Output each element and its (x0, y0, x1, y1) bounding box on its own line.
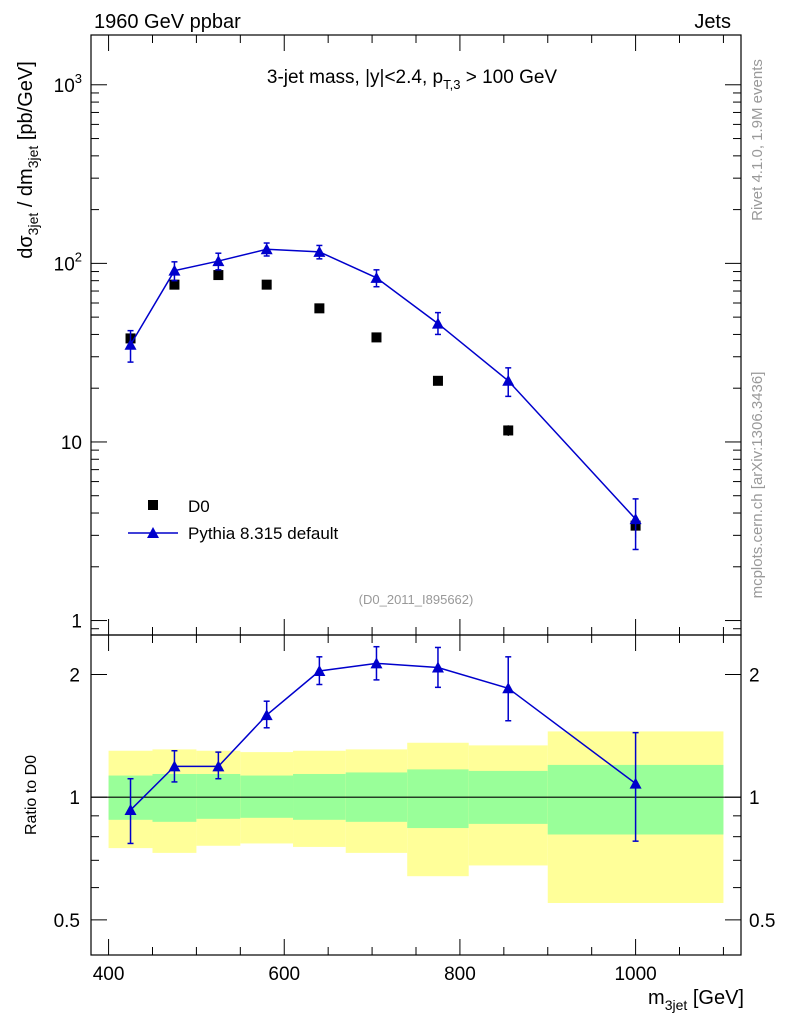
d0-point (213, 270, 224, 281)
x-tick-label: 600 (268, 964, 300, 985)
ratio-y-tick-label: 0.5 (54, 911, 80, 932)
ratio-point (168, 760, 181, 772)
xlabel-part-b: [GeV] (687, 987, 744, 1009)
pythia-point (212, 255, 225, 267)
pythia-point (370, 271, 383, 283)
main-y-tick-label-base: 10 (54, 254, 75, 275)
pythia-point (313, 245, 326, 257)
ratio-point (212, 760, 225, 772)
header-energy-label: 1960 GeV ppbar (94, 11, 241, 33)
pythia-point (629, 513, 642, 525)
legend-marker-pythia (147, 527, 159, 538)
legend-marker-d0 (148, 500, 158, 510)
ratio-point (313, 664, 326, 676)
main-frame (90, 34, 742, 636)
ratio-point (124, 804, 137, 816)
pythia-point (502, 374, 515, 386)
ylabel-part-c: [pb/GeV] (15, 61, 37, 146)
plot-title: 3-jet mass, |y|<2.4, pT,3 > 100 GeV (267, 67, 558, 92)
main-y-tick-label-base: 1 (71, 612, 82, 633)
ratio-panel: 400 600 800 1000 0.5 0.5 1 1 2 2 Ratio to D0 m3je… (23, 634, 775, 1013)
x-tick-label: 400 (93, 964, 125, 985)
ratio-point (502, 682, 515, 694)
side-mcplots-label: mcplots.cern.ch [arXiv:1306.3436] (749, 372, 766, 599)
d0-point (503, 425, 514, 436)
pythia-line (129, 248, 637, 520)
ratio-point (629, 777, 642, 789)
plot-title-main: 3-jet mass, |y|<2.4, p (267, 67, 443, 88)
ylabel-part-a-sub: 3jet (25, 213, 41, 236)
pythia-point (124, 338, 137, 350)
d0-point (261, 279, 272, 290)
d0-point (371, 332, 382, 343)
legend: D0 Pythia 8.315 default (128, 497, 339, 543)
d0-point (314, 303, 325, 314)
xlabel-part-a: m (648, 987, 665, 1009)
main-y-tick-label: 10 (61, 433, 82, 454)
ratio-point (370, 657, 383, 669)
ylabel-part-b: / dm (15, 168, 37, 212)
main-y-tick-label: 103 (54, 71, 82, 97)
pythia-point (168, 264, 181, 276)
legend-label-d0: D0 (188, 497, 210, 516)
analysis-id-label: (D0_2011_I895662) (359, 592, 474, 607)
ratio-y-axis-label: Ratio to D0 (23, 755, 40, 835)
main-y-tick-label: 102 (54, 249, 82, 275)
pythia-point (260, 243, 273, 255)
main-y-tick-label-base: 10 (54, 76, 75, 97)
side-rivet-label: Rivet 4.1.0, 1.9M events (749, 59, 766, 221)
ratio-y-tick-label-right: 1 (749, 788, 760, 809)
uncertainty-band-inner (196, 773, 241, 819)
main-y-tick-label-exp: 3 (75, 71, 82, 86)
ratio-y-tick-label: 1 (69, 788, 80, 809)
main-y-tick-label: 1 (71, 612, 82, 633)
ratio-point (431, 661, 444, 673)
ratio-y-tick-label-right: 2 (749, 665, 760, 686)
main-y-tick-label-exp: 2 (75, 249, 82, 264)
d0-point (169, 279, 180, 290)
pythia-point (431, 317, 444, 329)
xlabel-sub: 3jet (665, 997, 688, 1013)
ylabel-part-a: dσ (15, 235, 37, 259)
d0-point (432, 375, 443, 386)
x-axis-label: m3jet [GeV] (648, 987, 744, 1013)
header-process-label: Jets (694, 11, 731, 33)
x-tick-label: 1000 (614, 964, 656, 985)
x-tick-label: 800 (444, 964, 476, 985)
main-y-tick-label-base: 10 (61, 433, 82, 454)
plot-title-sub: T,3 (443, 77, 460, 92)
uncertainty-band-inner (407, 769, 469, 829)
legend-label-pythia: Pythia 8.315 default (188, 524, 339, 543)
main-y-axis-label: dσ3jet / dm3jet [pb/GeV] (15, 61, 41, 259)
ratio-y-tick-label-right: 0.5 (749, 911, 775, 932)
ratio-y-tick-label: 2 (69, 665, 80, 686)
ratio-point (260, 709, 273, 721)
ylabel-part-b-sub: 3jet (25, 146, 41, 169)
plot-title-tail: > 100 GeV (460, 67, 557, 88)
